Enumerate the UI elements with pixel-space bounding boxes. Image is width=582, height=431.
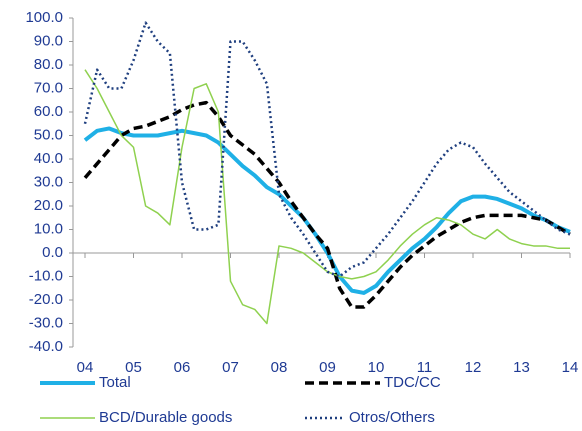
y-tick-label: 80.0 (34, 56, 63, 73)
x-tick-label: 14 (562, 359, 579, 376)
x-tick-label: 05 (125, 359, 142, 376)
y-tick-label: -20.0 (29, 291, 63, 308)
y-tick-label: -10.0 (29, 267, 63, 284)
y-tick-label: -30.0 (29, 314, 63, 331)
y-tick-label: 90.0 (34, 32, 63, 49)
x-tick-label: 06 (174, 359, 191, 376)
x-tick-label: 12 (465, 359, 482, 376)
x-tick-label: 09 (319, 359, 336, 376)
y-tick-label: 30.0 (34, 173, 63, 190)
y-tick-label: 70.0 (34, 79, 63, 96)
legend-label: Otros/Others (349, 409, 435, 426)
x-tick-label: 11 (417, 359, 433, 376)
y-tick-label: -40.0 (29, 338, 63, 355)
y-tick-label: 0.0 (42, 244, 63, 261)
x-tick-label: 04 (77, 359, 94, 376)
y-tick-label: 40.0 (34, 150, 63, 167)
series-line (83, 21, 571, 278)
y-tick-label: 60.0 (34, 103, 63, 120)
y-tick-label: 20.0 (34, 197, 63, 214)
series-line (83, 100, 571, 309)
legend-label: TDC/CC (384, 374, 441, 391)
y-tick-label: 50.0 (34, 126, 63, 143)
y-tick-label: 100.0 (25, 9, 63, 26)
x-tick-label: 08 (271, 359, 288, 376)
series-line (83, 126, 571, 295)
legend-label: Total (99, 374, 131, 391)
x-tick-label: 10 (368, 359, 385, 376)
x-tick-label: 07 (222, 359, 239, 376)
legend-label: BCD/Durable goods (99, 409, 232, 426)
y-tick-label: 10.0 (34, 220, 63, 237)
x-tick-label: 13 (513, 359, 530, 376)
series-line (84, 69, 570, 325)
